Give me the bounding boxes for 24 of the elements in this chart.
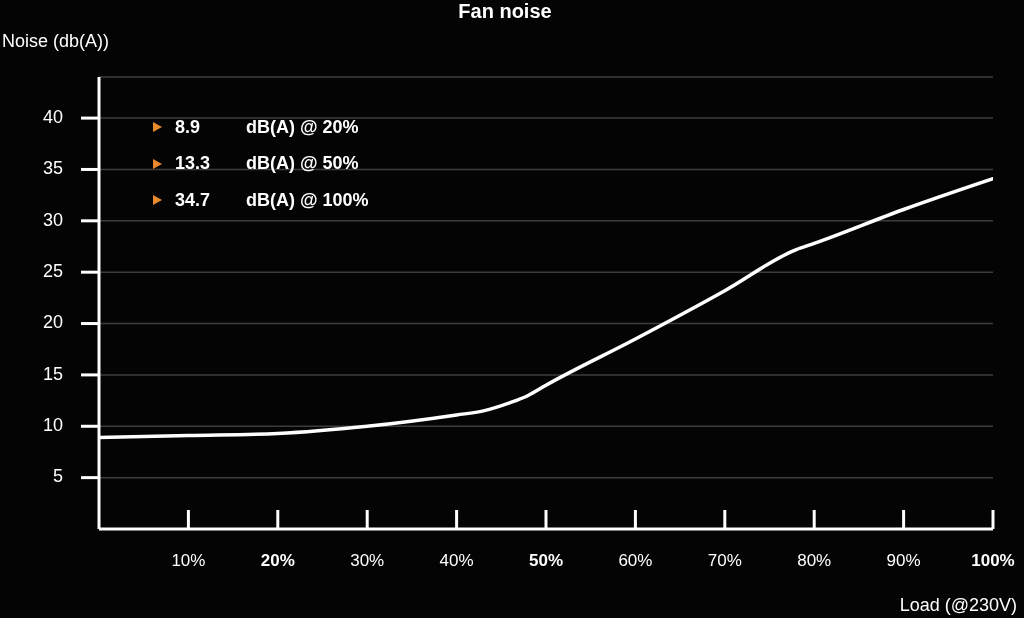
y-tick-label: 15 [42,363,63,384]
y-axis-title: Noise (db(A)) [2,30,110,52]
x-tick-label: 90% [886,551,921,571]
x-axis-title: Load (@230V) [899,594,1017,616]
y-tick-label: 5 [52,466,63,487]
x-tick-label: 100% [971,551,1015,571]
x-tick-label: 70% [707,551,742,571]
chart-title: Fan noise [457,0,553,22]
x-tick-label: 60% [618,551,653,571]
text: 13.3 dB(A) @ 50% [175,153,359,174]
y-tick-label: 35 [42,158,63,179]
x-tick-label: 10% [171,551,206,571]
x-tick-label: 30% [350,551,385,571]
x-tick-label: 40% [439,551,474,571]
text: 8.9 dB(A) @ 20% [175,116,359,137]
text: 34.7 dB(A) @ 100% [175,189,369,210]
x-tick-label: 50% [528,551,564,571]
y-tick-label: 10 [42,415,63,436]
y-tick-label: 30 [42,209,63,230]
y-tick-label: 40 [42,106,63,127]
y-tick-label: 25 [42,260,63,281]
x-tick-label: 80% [797,551,832,571]
y-tick-label: 20 [42,312,63,333]
x-tick-label: 20% [260,551,295,571]
